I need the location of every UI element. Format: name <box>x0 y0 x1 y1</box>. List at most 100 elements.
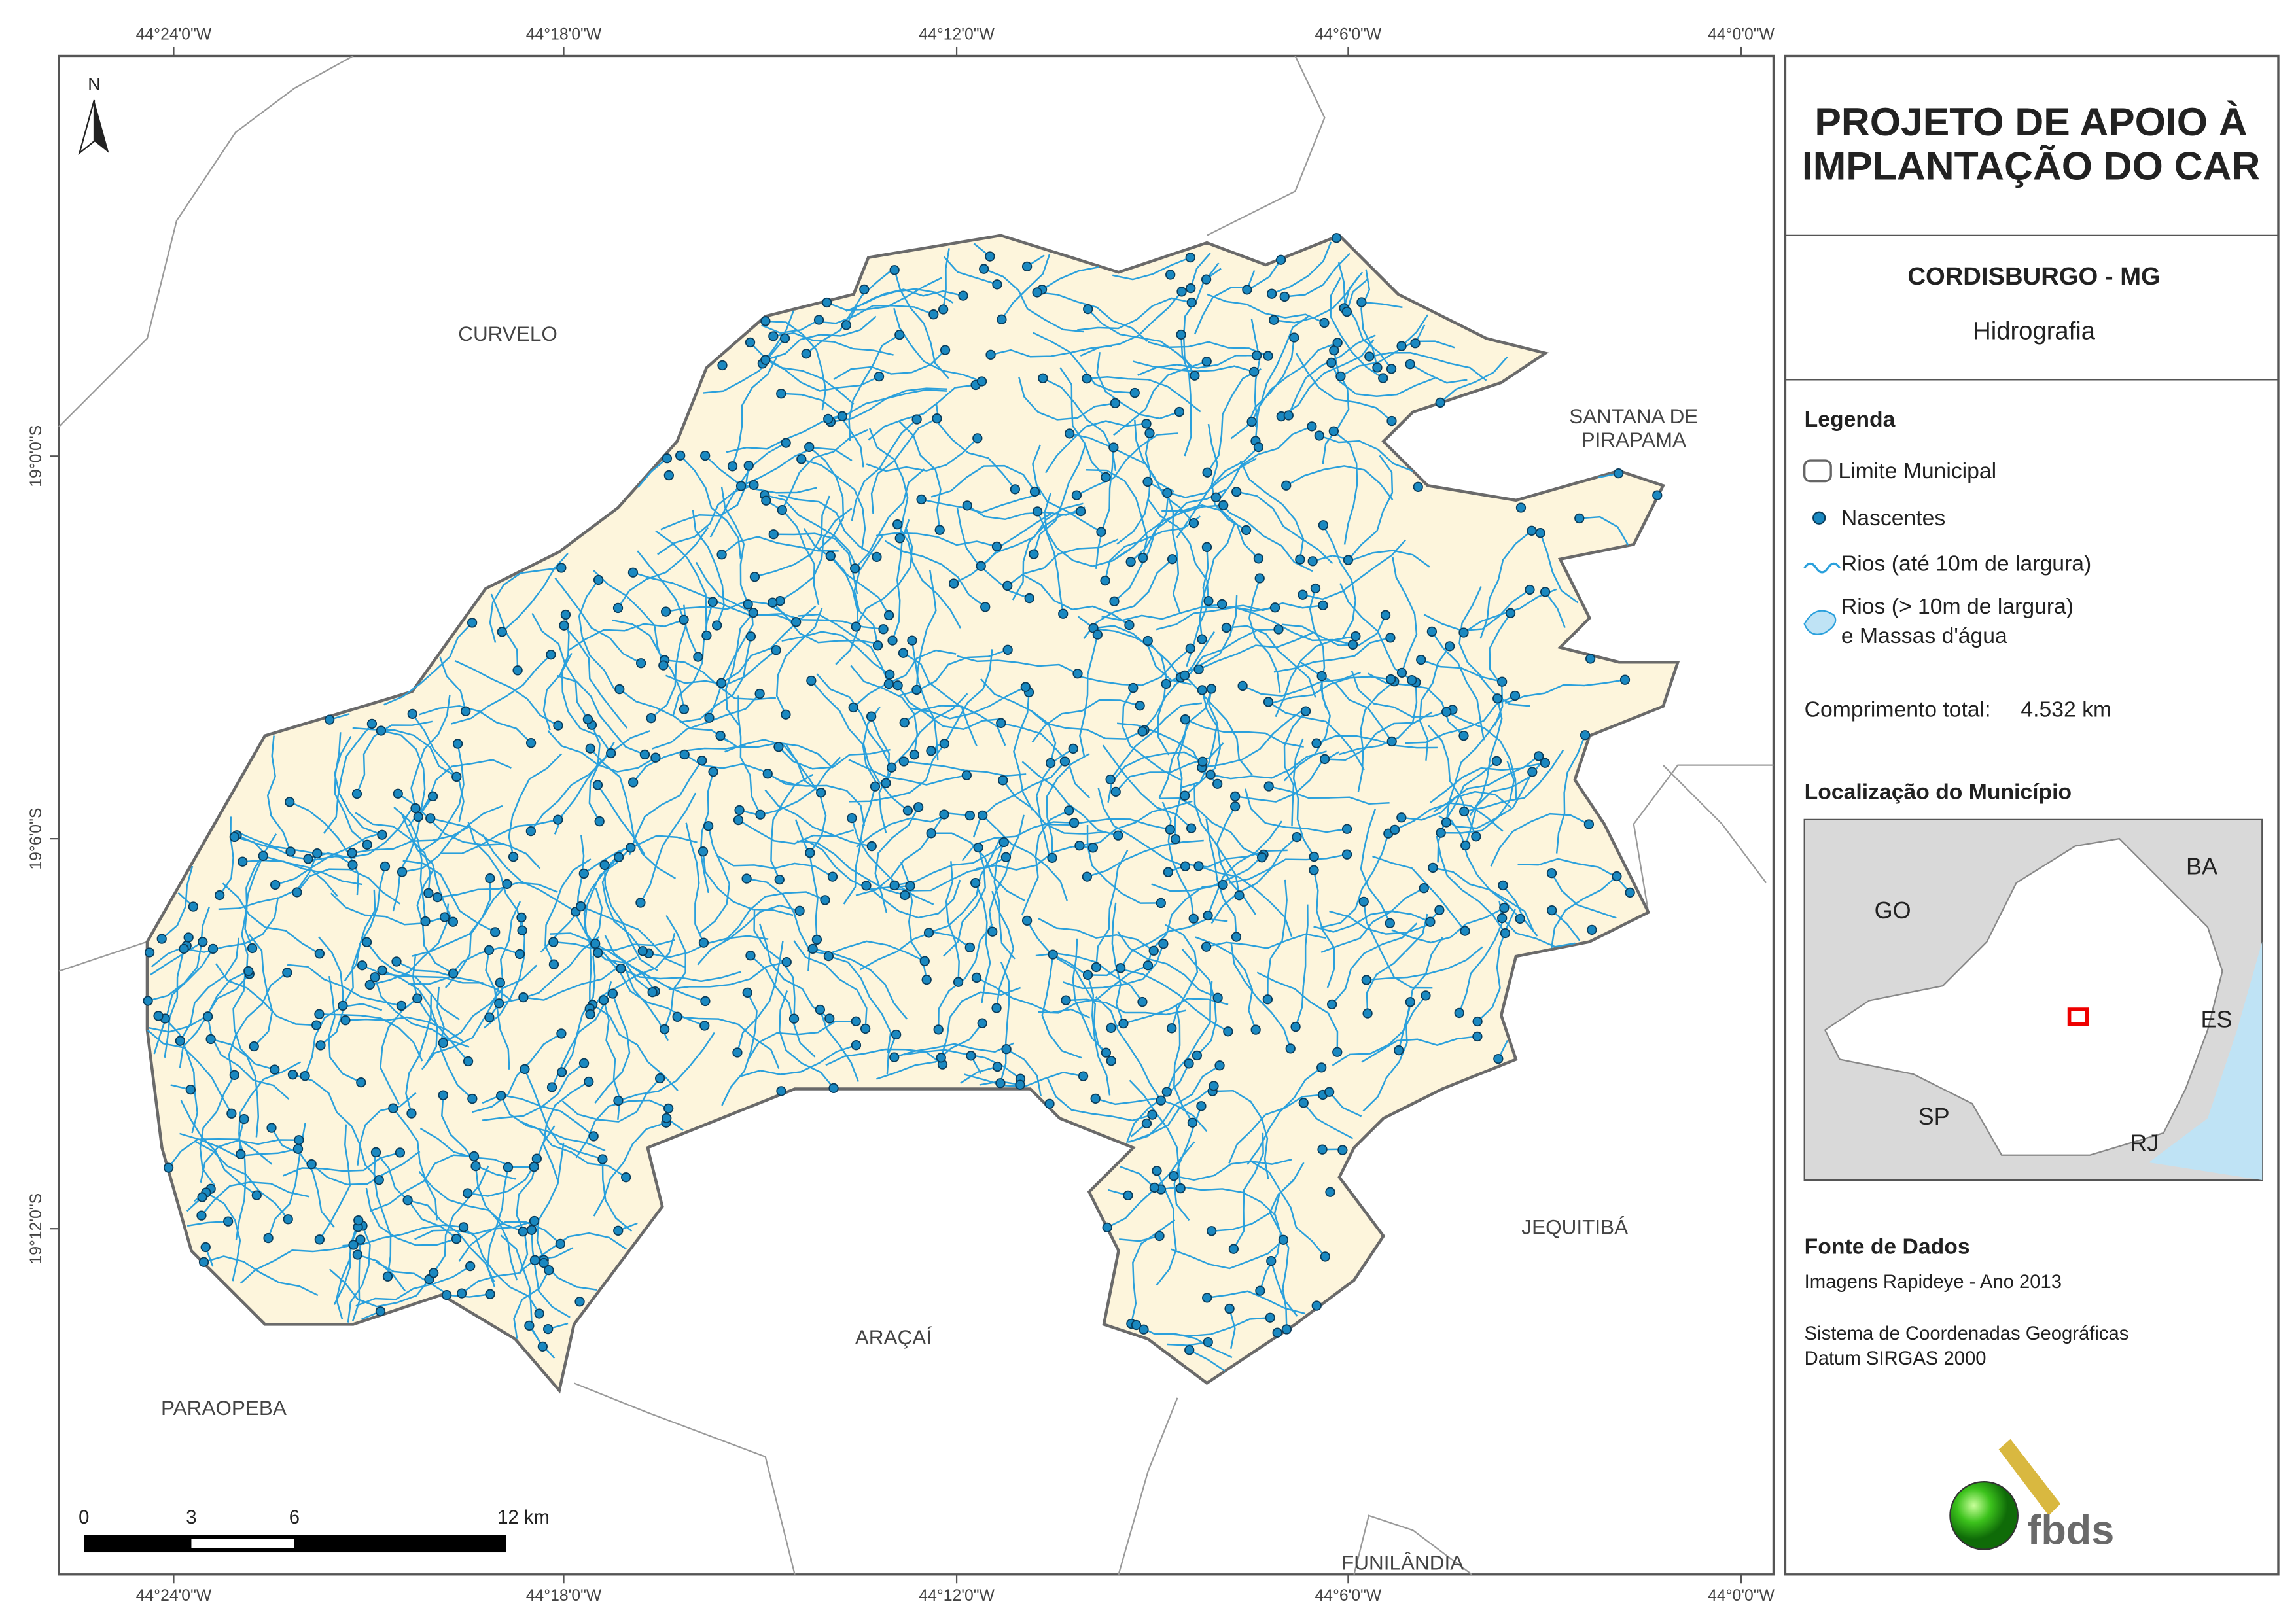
spring <box>1497 676 1508 687</box>
river <box>1190 253 1211 289</box>
spring <box>1197 634 1207 644</box>
spring <box>919 956 930 966</box>
river <box>304 1003 383 1077</box>
spring <box>1230 801 1241 812</box>
spring <box>913 802 924 812</box>
scale-bar <box>84 1535 506 1553</box>
spring <box>1234 890 1245 901</box>
spring <box>196 1210 207 1221</box>
river <box>1072 938 1107 1054</box>
river <box>1555 735 1586 854</box>
spring <box>972 433 983 444</box>
river <box>725 612 754 727</box>
lon-label-bottom: 44°6'0"W <box>1315 1587 1382 1605</box>
spring <box>870 781 881 792</box>
spring <box>998 775 1008 786</box>
spring <box>1580 730 1591 741</box>
river <box>576 835 599 954</box>
river <box>461 1247 574 1295</box>
spring <box>380 861 391 872</box>
river <box>875 532 997 548</box>
river <box>794 819 819 940</box>
legend-item: Limite Municipal <box>1838 459 1996 483</box>
river <box>1228 1094 1323 1164</box>
river <box>407 1199 495 1283</box>
river <box>1022 574 1130 626</box>
river <box>164 1018 198 1134</box>
spring <box>1444 641 1455 652</box>
river <box>342 1224 464 1247</box>
spring <box>659 1024 670 1035</box>
spring <box>263 1232 274 1244</box>
spring <box>892 519 903 530</box>
spring <box>613 1225 624 1236</box>
spring <box>616 963 626 974</box>
river <box>1111 902 1125 1024</box>
spring <box>1237 680 1248 691</box>
river <box>328 1268 430 1308</box>
spring <box>1082 969 1093 981</box>
river <box>1079 800 1193 846</box>
spring <box>760 316 771 326</box>
spring <box>518 992 529 1003</box>
spring <box>356 1077 366 1088</box>
river <box>1038 917 1154 952</box>
river <box>308 809 412 860</box>
spring <box>198 1257 209 1267</box>
place-name: ARAÇAÍ <box>855 1325 932 1349</box>
spring <box>1187 1117 1198 1128</box>
spring <box>938 304 949 315</box>
river <box>201 1181 310 1216</box>
spring <box>675 450 686 461</box>
river <box>1080 648 1192 686</box>
spring <box>1263 351 1273 361</box>
river <box>289 801 359 896</box>
spring <box>452 739 463 749</box>
spring <box>1174 406 1185 417</box>
spring <box>1546 868 1557 879</box>
spring <box>966 1051 976 1061</box>
river <box>584 905 656 992</box>
spring <box>878 624 889 635</box>
spring <box>1024 593 1034 604</box>
river <box>1095 850 1129 968</box>
spring <box>1001 1044 1012 1055</box>
neighbour-boundary <box>1633 764 1774 913</box>
spring <box>1269 602 1280 613</box>
spring <box>749 572 760 582</box>
river <box>319 1013 423 1062</box>
spring <box>1105 774 1116 785</box>
river <box>1229 853 1347 884</box>
river <box>444 883 508 988</box>
spring <box>467 1093 478 1104</box>
river <box>1479 530 1532 639</box>
title: PROJETO DE APOIO À <box>1814 99 2247 144</box>
spring <box>979 264 989 274</box>
river <box>1267 879 1288 1000</box>
spring <box>1184 1058 1194 1069</box>
river <box>1419 646 1451 761</box>
river <box>400 811 454 922</box>
spring <box>1332 1047 1343 1057</box>
spring <box>635 898 646 908</box>
spring <box>866 841 877 852</box>
spring <box>1386 364 1397 374</box>
spring <box>1372 362 1383 373</box>
spring <box>448 916 459 927</box>
spring <box>1285 1043 1296 1054</box>
river <box>1201 707 1307 769</box>
spring <box>495 977 505 988</box>
river <box>1431 631 1485 741</box>
spring <box>1228 1244 1239 1254</box>
river <box>1230 943 1292 1049</box>
spring <box>249 1041 259 1052</box>
river <box>1033 444 1087 555</box>
spring <box>754 688 765 699</box>
river <box>484 917 525 1029</box>
river <box>884 540 986 608</box>
river <box>266 735 292 852</box>
river <box>436 986 473 1100</box>
spring <box>1032 506 1043 517</box>
spring <box>1144 428 1155 438</box>
spring <box>987 926 998 937</box>
